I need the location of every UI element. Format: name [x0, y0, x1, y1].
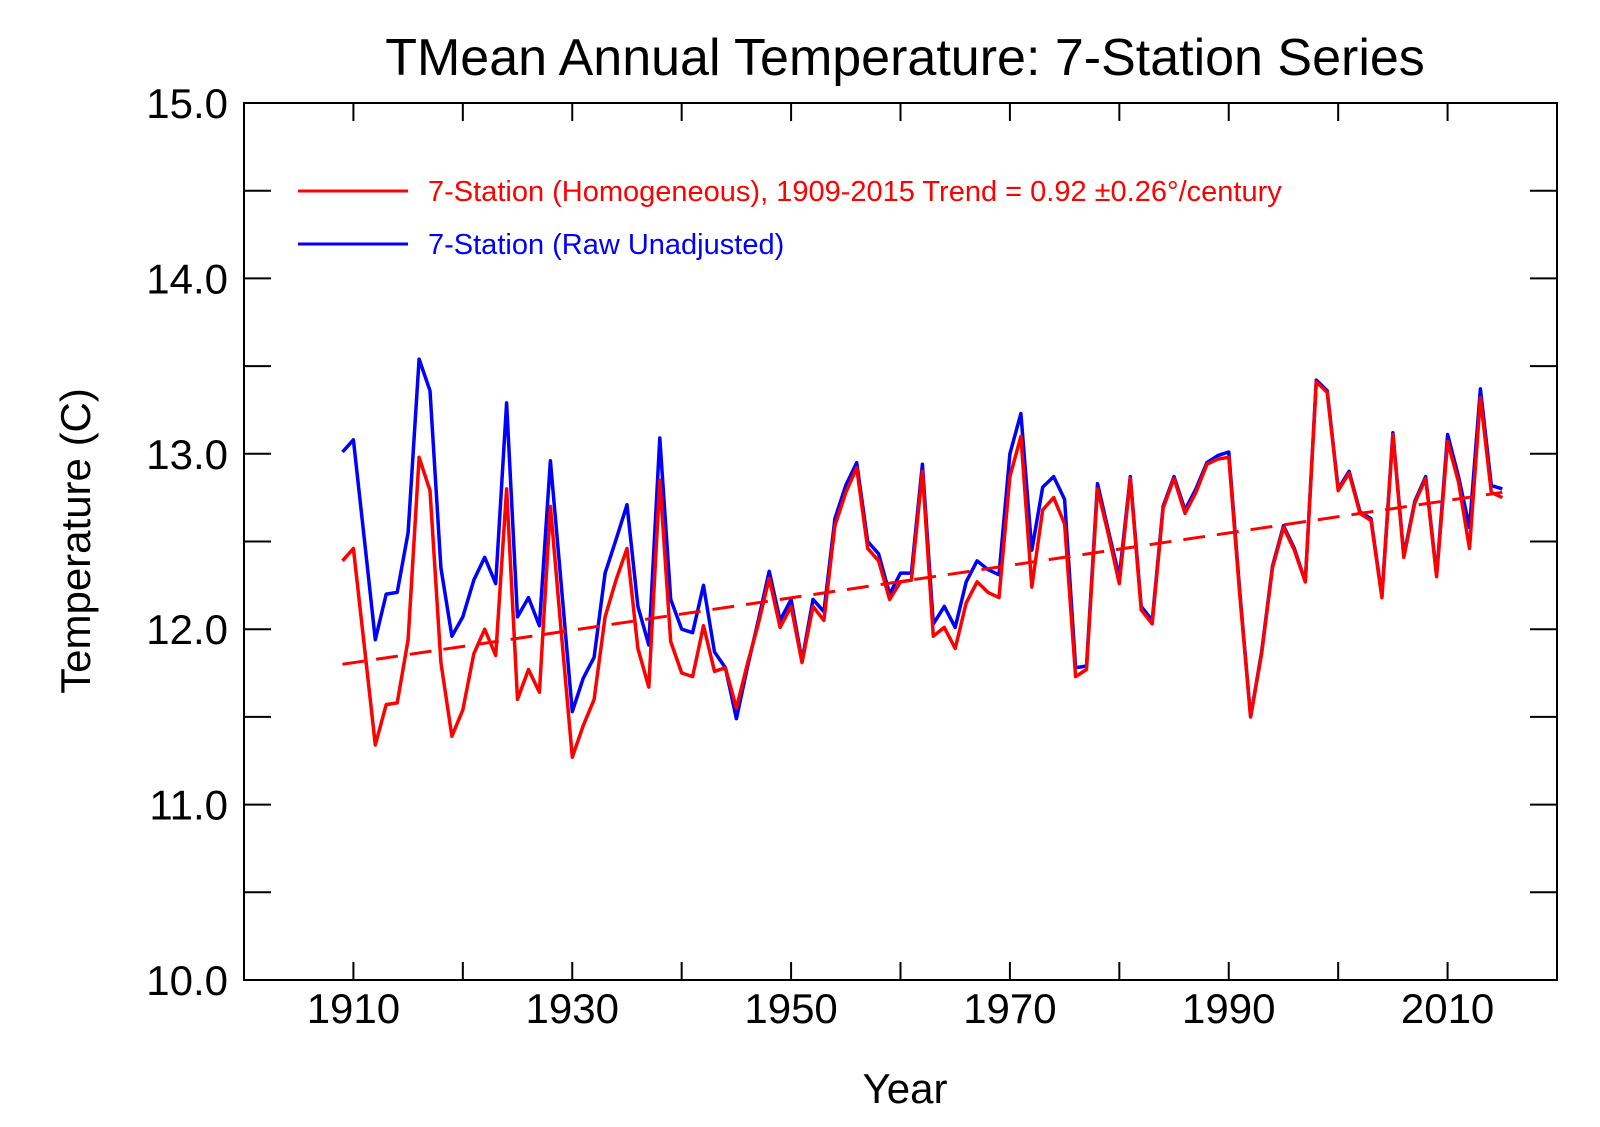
y-tick-label: 15.0 [146, 80, 228, 127]
y-tick-label: 13.0 [146, 431, 228, 478]
x-tick-label: 1950 [744, 985, 837, 1032]
y-tick-label: 12.0 [146, 606, 228, 653]
chart-title: TMean Annual Temperature: 7-Station Seri… [385, 29, 1425, 87]
legend-label-homogeneous: 7-Station (Homogeneous), 1909-2015 Trend… [428, 176, 1282, 208]
x-tick-label: 1930 [526, 985, 619, 1032]
y-axis-label: Temperature (C) [52, 388, 99, 694]
series-layer [341, 357, 1504, 759]
axis-ticks [244, 102, 1557, 981]
legend-label-raw: 7-Station (Raw Unadjusted) [428, 229, 784, 261]
y-tick-label: 11.0 [149, 782, 228, 829]
legend: 7-Station (Homogeneous), 1909-2015 Trend… [298, 176, 1282, 261]
trend-line [342, 490, 1503, 666]
x-tick-label: 1910 [307, 985, 400, 1032]
x-tick-label: 1990 [1182, 985, 1275, 1032]
x-tick-label: 2010 [1401, 985, 1494, 1032]
x-tick-labels: 1910 1930 1950 1970 1990 2010 [307, 985, 1495, 1032]
y-tick-labels: 10.0 11.0 12.0 13.0 14.0 15.0 [146, 80, 228, 1004]
x-axis-label: Year [863, 1065, 948, 1112]
series-line-homogeneous [341, 380, 1504, 759]
x-tick-label: 1970 [963, 985, 1056, 1032]
y-tick-label: 14.0 [146, 255, 228, 302]
y-tick-label: 10.0 [146, 957, 228, 1004]
